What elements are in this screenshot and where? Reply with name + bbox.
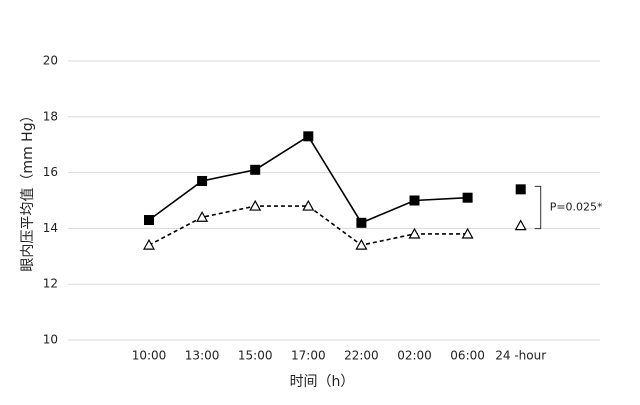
x-tick-label: 15:00 [238, 349, 273, 363]
x-tick-label: 02:00 [397, 349, 432, 363]
significance-bracket [534, 185, 542, 230]
triangle-marker [461, 227, 474, 239]
y-tick-label: 20 [43, 54, 58, 68]
x-tick-label: 24 -hour [495, 349, 546, 363]
x-tick-label: 13:00 [185, 349, 220, 363]
triangle-marker [302, 199, 315, 211]
square-marker [197, 175, 208, 186]
y-tick-label: 10 [43, 333, 58, 347]
y-tick-label: 18 [43, 109, 58, 123]
triangle-marker [408, 227, 421, 239]
square-marker [303, 131, 314, 142]
y-tick-label: 14 [43, 221, 58, 235]
x-tick-label: 17:00 [291, 349, 326, 363]
annotation: P=0.025* [550, 200, 603, 213]
triangle-marker [249, 199, 262, 211]
y-tick-label: 16 [43, 165, 58, 179]
square-marker [409, 195, 420, 206]
square-marker [250, 164, 261, 175]
triangle-marker [514, 219, 527, 231]
x-tick-label: 10:00 [132, 349, 167, 363]
y-axis-label: 眼内压平均值（mm Hg） [20, 108, 36, 271]
series-line [148, 205, 468, 246]
square-marker [462, 192, 473, 203]
triangle-marker [196, 211, 209, 222]
square-marker [144, 215, 154, 226]
triangle-marker [355, 238, 368, 250]
x-tick-label: 06:00 [450, 349, 485, 363]
y-tick-label: 12 [43, 277, 58, 291]
triangle-marker [142, 238, 156, 250]
x-axis-label: 时间（h） [290, 374, 355, 390]
x-tick-label: 22:00 [344, 349, 379, 363]
square-marker [356, 217, 367, 228]
square-marker [515, 184, 526, 195]
